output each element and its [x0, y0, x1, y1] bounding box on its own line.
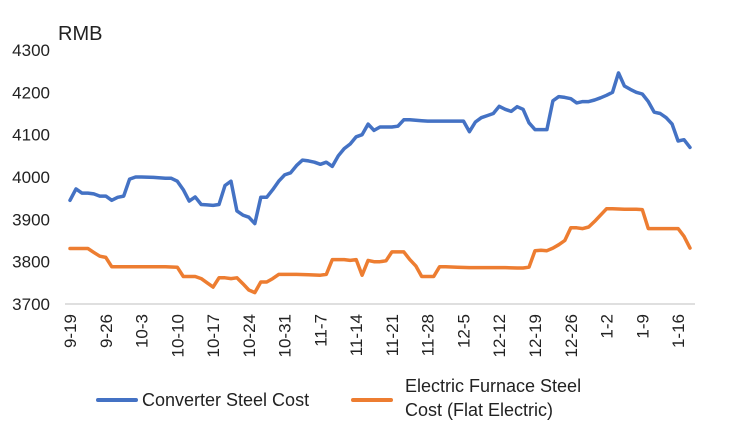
- y-tick-label: 4300: [12, 41, 50, 60]
- x-tick-label: 12-12: [490, 314, 509, 357]
- x-tick-label: 10-17: [204, 314, 223, 357]
- x-tick-label: 12-26: [562, 314, 581, 357]
- x-tick-label: 11-14: [347, 314, 366, 356]
- legend-label: Converter Steel Cost: [142, 390, 309, 410]
- y-unit-label: RMB: [58, 23, 102, 45]
- y-tick-label: 3700: [12, 295, 50, 314]
- legend: Converter Steel Cost Electric Furnace Ste…: [96, 376, 581, 420]
- x-axis: 9-19 9-26 10-3 10-10 10-17 10-24 10-31 11-7 11-1…: [61, 303, 695, 357]
- x-tick-label: 10-24: [240, 314, 259, 357]
- y-tick-label: 4200: [12, 83, 50, 102]
- legend-label: Electric Furnace Steel Cost (Flat Electri…: [405, 376, 581, 420]
- y-tick-label: 3900: [12, 210, 50, 229]
- series-layer: [68, 71, 692, 295]
- x-tick-label: 1-9: [633, 314, 652, 339]
- x-tick-label: 11-7: [311, 314, 330, 347]
- x-tick-label: 11-21: [383, 314, 402, 356]
- x-tick-label: 12-19: [526, 314, 545, 357]
- y-tick-label: 3800: [12, 253, 50, 272]
- x-tick-label: 1-16: [669, 314, 688, 348]
- x-tick-label: 9-19: [61, 314, 80, 348]
- x-tick-label: 9-26: [97, 314, 116, 348]
- y-tick-label: 4000: [12, 168, 50, 187]
- x-tick-label: 10-3: [133, 314, 152, 348]
- series-line-1: [68, 207, 692, 295]
- series-line-0: [68, 71, 692, 226]
- x-tick-label: 1-2: [598, 314, 617, 339]
- x-tick-label: 10-31: [276, 314, 295, 357]
- x-tick-label: 10-10: [168, 314, 187, 357]
- y-tick-label: 4100: [12, 126, 50, 145]
- x-tick-label: 11-28: [419, 314, 438, 356]
- y-axis: 3700 3800 3900 4000 4100 4200 4300: [12, 41, 50, 314]
- x-tick-label: 12-5: [454, 314, 473, 348]
